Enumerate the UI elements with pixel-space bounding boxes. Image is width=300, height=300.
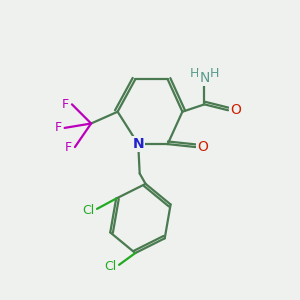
Text: H: H: [190, 67, 199, 80]
Text: N: N: [199, 71, 210, 85]
Text: O: O: [198, 140, 208, 154]
Text: O: O: [230, 103, 241, 117]
Text: F: F: [65, 141, 72, 154]
Text: F: F: [55, 122, 62, 134]
Text: F: F: [62, 98, 69, 111]
Text: Cl: Cl: [82, 204, 94, 217]
Text: Cl: Cl: [104, 260, 116, 273]
Text: H: H: [210, 67, 220, 80]
Text: N: N: [132, 137, 144, 151]
